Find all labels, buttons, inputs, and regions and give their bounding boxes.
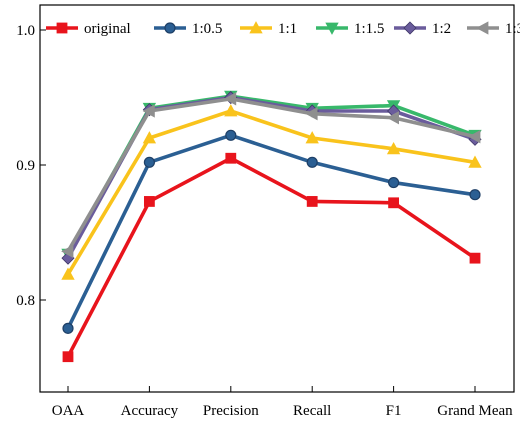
axis-frame (39, 4, 515, 393)
legend-marker (164, 22, 176, 34)
legend-marker (56, 22, 68, 34)
data-point-1-0-5 (143, 156, 155, 168)
legend-label: original (84, 21, 131, 37)
legend-label: 1:1 (278, 21, 297, 37)
data-point-original (469, 252, 481, 264)
legend-label: 1:0.5 (192, 21, 222, 37)
y-tick-label: 0.9 (16, 158, 35, 174)
x-tick-label-precision: Precision (203, 403, 259, 419)
data-point-1-3 (386, 111, 400, 125)
data-point-1-1 (386, 141, 401, 155)
data-point-original (143, 196, 155, 207)
legend-item-1-1-5: 1:1.5 (316, 21, 384, 37)
x-tick-label-f1: F1 (386, 403, 402, 419)
data-point-1-1 (305, 131, 319, 144)
data-point-1-3 (142, 104, 155, 118)
legend-item-1-2: 1:2 (394, 21, 451, 37)
series-1-0-5 (62, 129, 481, 334)
data-point-1-3 (223, 92, 237, 106)
series-1-3 (61, 92, 481, 259)
data-point-1-0-5 (388, 176, 400, 189)
legend-marker (325, 22, 339, 35)
y-tick-label: 1.0 (16, 23, 35, 39)
data-point-original (306, 196, 318, 207)
series-1-1 (61, 104, 482, 280)
data-point-original (62, 351, 74, 363)
legend-label: 1:2 (432, 21, 451, 37)
series-line-1-1 (66, 109, 477, 277)
legend-marker (403, 21, 417, 35)
y-tick-label: 0.8 (16, 293, 35, 309)
data-point-original (388, 197, 400, 209)
x-tick-label-grand-mean: Grand Mean (437, 403, 513, 419)
axes: 0.8 0.9 1.0 OAA Accuracy Precision Recall F1 Gra… (16, 4, 515, 419)
data-point-1-3 (468, 129, 481, 144)
x-tick-label-recall: Recall (293, 403, 331, 419)
data-point-1-1 (468, 155, 482, 168)
series-original (62, 152, 481, 363)
x-tick-label-accuracy: Accuracy (121, 403, 179, 419)
series-line-original (66, 156, 477, 359)
data-point-1-0-5 (306, 156, 318, 168)
data-point-original (225, 152, 237, 164)
legend-marker (249, 21, 263, 34)
legend-item-1-1: 1:1 (240, 21, 297, 37)
data-point-1-0-5 (62, 322, 74, 334)
plot-area (61, 90, 482, 363)
series-line-1-3 (66, 97, 477, 254)
data-point-1-1 (224, 104, 238, 117)
legend-item-1-3: 1:3 (467, 21, 520, 37)
data-point-1-0-5 (225, 129, 237, 141)
legend-label: 1:3 (505, 21, 520, 37)
series-line-1-0-5 (66, 133, 477, 331)
legend: original 1:0.5 1:1 1:1.5 1:2 1:3 (46, 21, 520, 37)
x-tick-label-oaa: OAA (52, 403, 85, 419)
legend-item-original: original (46, 21, 131, 37)
data-point-1-3 (305, 107, 318, 121)
legend-item-1-0-5: 1:0.5 (154, 21, 222, 37)
data-point-1-0-5 (469, 189, 481, 201)
data-point-1-3 (61, 244, 74, 259)
legend-label: 1:1.5 (354, 21, 384, 37)
data-point-1-1 (61, 267, 75, 280)
legend-marker (476, 21, 489, 35)
data-point-1-1 (142, 131, 157, 144)
